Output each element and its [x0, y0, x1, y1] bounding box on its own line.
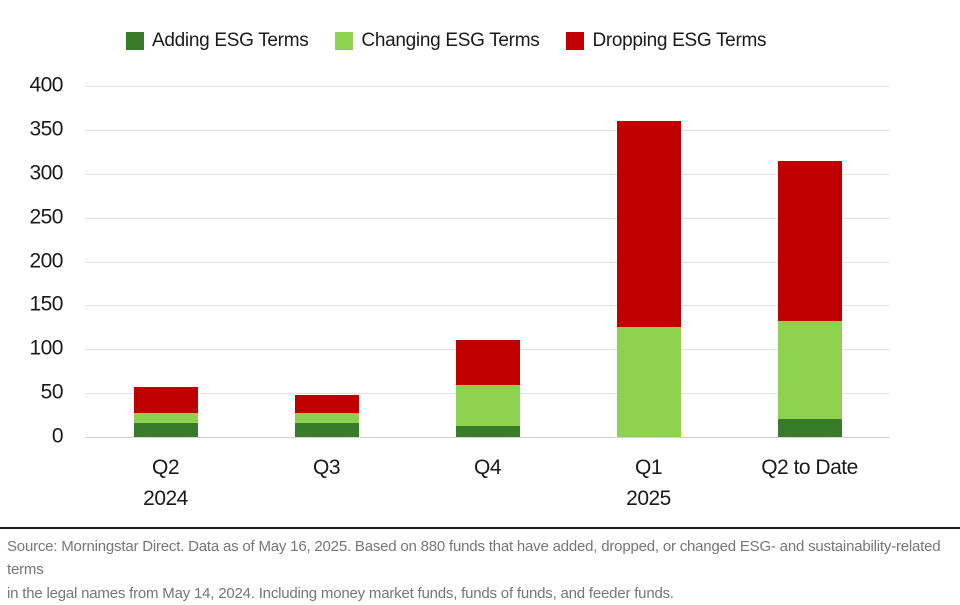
- x-tick-label-q2-2024: Q2 2024: [143, 452, 188, 514]
- legend-label: Adding ESG Terms: [152, 30, 309, 51]
- bar-q4: [455, 86, 520, 437]
- x-tick-label-q2-to-date: Q2 to Date: [761, 452, 858, 483]
- legend-item-adding-esg-terms: Adding ESG Terms: [126, 30, 309, 52]
- x-tick-line1: Q3: [312, 456, 341, 479]
- segment-adding-esg-terms: [294, 422, 359, 437]
- x-tick-line1: Q2: [151, 456, 180, 479]
- legend-label: Dropping ESG Terms: [592, 30, 767, 51]
- segment-dropping-esg-terms: [133, 387, 198, 414]
- segment-dropping-esg-terms: [777, 160, 842, 322]
- y-axis-labels: 0 50 100 150 200 250 300 350 400: [0, 74, 64, 448]
- chart-legend: Adding ESG Terms Changing ESG Terms Droppi…: [126, 30, 767, 52]
- segment-changing-esg-terms: [455, 385, 520, 426]
- gridline-250: [85, 217, 890, 219]
- legend-label: Changing ESG Terms: [361, 30, 540, 51]
- y-tick-label-50: 50: [40, 380, 64, 404]
- segment-dropping-esg-terms: [616, 121, 681, 328]
- gridline-150: [85, 305, 890, 307]
- y-tick-label-350: 350: [29, 117, 63, 141]
- segment-adding-esg-terms: [455, 425, 520, 437]
- y-tick-label-150: 150: [29, 292, 63, 316]
- segment-adding-esg-terms: [133, 422, 198, 437]
- y-tick-label-250: 250: [29, 205, 63, 229]
- y-tick-label-0: 0: [51, 424, 64, 448]
- segment-adding-esg-terms: [777, 419, 842, 437]
- x-tick-line1: Q2 to Date: [761, 456, 858, 479]
- gridline-200: [85, 261, 890, 263]
- x-tick-line1: Q4: [473, 456, 502, 479]
- segment-changing-esg-terms: [616, 327, 681, 437]
- y-tick-label-100: 100: [29, 336, 63, 360]
- segment-changing-esg-terms: [777, 321, 842, 420]
- source-note: Source: Morningstar Direct. Data as of M…: [0, 527, 960, 605]
- segment-changing-esg-terms: [294, 413, 359, 423]
- segment-dropping-esg-terms: [455, 340, 520, 386]
- y-tick-label-400: 400: [29, 73, 63, 97]
- gridline-400: [85, 86, 890, 87]
- bar-q2-2024: [133, 86, 198, 437]
- legend-item-dropping-esg-terms: Dropping ESG Terms: [566, 30, 767, 52]
- x-tick-line1: Q1: [634, 456, 663, 479]
- gridline-300: [85, 173, 890, 175]
- legend-swatch-icon: [566, 32, 585, 50]
- gridline-350: [85, 129, 890, 131]
- legend-swatch-icon: [335, 32, 354, 50]
- y-tick-label-200: 200: [29, 249, 63, 273]
- legend-swatch-icon: [126, 32, 144, 50]
- x-tick-line2: 2024: [143, 487, 188, 510]
- x-tick-label-q1-2025: Q1 2025: [626, 452, 671, 514]
- bar-q3: [294, 86, 359, 437]
- plot-area: [85, 86, 890, 438]
- x-tick-line2: 2025: [626, 487, 671, 510]
- source-note-line-1: Source: Morningstar Direct. Data as of M…: [7, 538, 941, 579]
- y-tick-label-300: 300: [29, 161, 63, 185]
- bar-q1-2025: [616, 86, 681, 437]
- segment-dropping-esg-terms: [294, 394, 359, 414]
- gridline-0: [85, 437, 890, 438]
- x-tick-label-q4: Q4: [473, 452, 502, 483]
- bar-q2-to-date: [777, 86, 842, 437]
- source-note-line-2: in the legal names from May 14, 2024. In…: [7, 584, 674, 602]
- segment-changing-esg-terms: [133, 413, 198, 423]
- x-tick-label-q3: Q3: [312, 452, 341, 483]
- legend-item-changing-esg-terms: Changing ESG Terms: [335, 30, 540, 52]
